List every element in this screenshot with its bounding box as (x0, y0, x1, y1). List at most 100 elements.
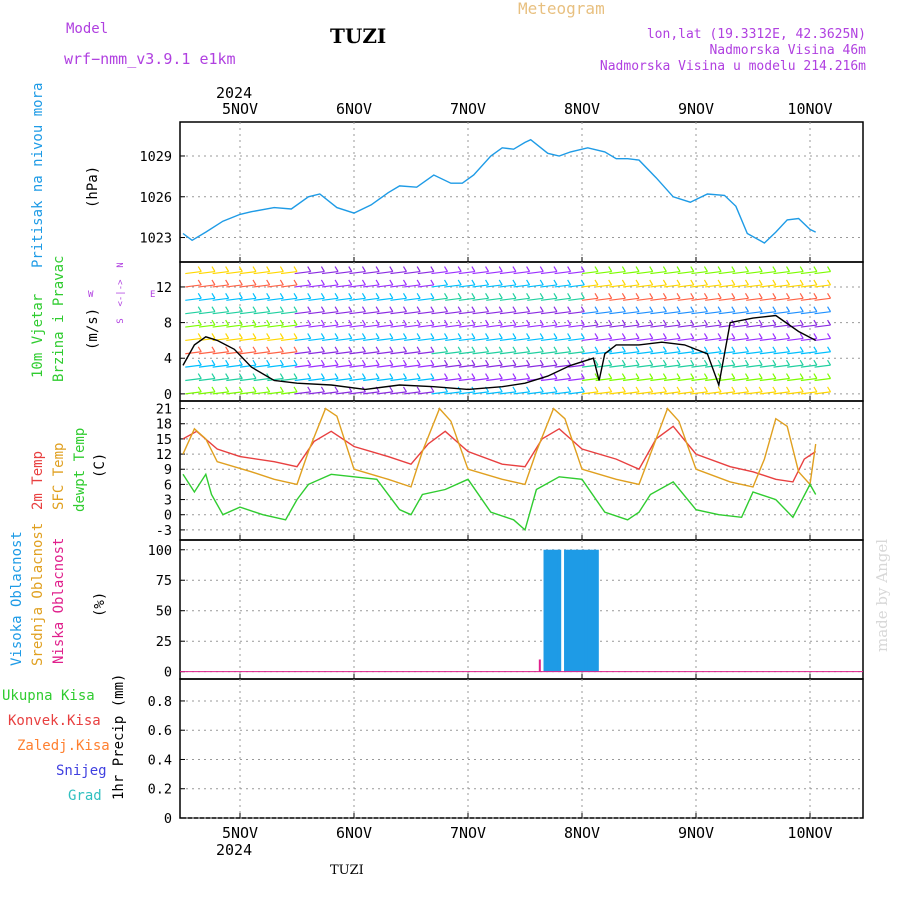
wind-barb-flag (662, 346, 667, 353)
wind-barb-flag (649, 266, 654, 272)
wind-barb-flag (361, 359, 366, 366)
y-tick-label: 1023 (139, 231, 172, 247)
wind-barb-flag (334, 306, 339, 312)
wind-barb-flag (498, 386, 503, 393)
wind-barb-flag (266, 386, 271, 393)
wind-barb-flag (430, 359, 435, 366)
wind-barb-flag (457, 279, 462, 286)
wind-barb (472, 351, 489, 355)
y-tick-label: 21 (156, 402, 172, 418)
y-tick-label: 0.4 (148, 752, 172, 768)
wind-barb-flag (580, 359, 585, 366)
wind-barb (226, 297, 243, 301)
wind-barb-flag (799, 279, 804, 286)
wind-barb (486, 324, 503, 328)
wind-barb (267, 324, 284, 328)
wind-barb-flag (594, 293, 599, 299)
wind-barb-flag (307, 319, 312, 326)
wind-barb-flag (361, 306, 366, 312)
wind-barb (308, 337, 325, 342)
wind-barb (705, 311, 722, 315)
wind-barb (773, 324, 790, 328)
wind-barb (800, 311, 817, 315)
wind-barb (513, 391, 530, 395)
wind-barb (732, 337, 749, 342)
temperature-series-line (182, 407, 817, 488)
wind-barb (732, 364, 749, 368)
wind-barb (568, 364, 585, 368)
wind-barb (650, 311, 667, 315)
wind-barb-flag (334, 346, 339, 353)
wind-barb-flag (662, 373, 667, 379)
wind-barb-flag (690, 266, 695, 272)
wind-dir-w: W (88, 290, 94, 300)
wind-barb-flag (361, 319, 366, 326)
wind-barb (445, 311, 462, 315)
wind-barb-flag (526, 293, 531, 299)
wind-barb (267, 297, 284, 301)
wind-barb-flag (252, 386, 257, 393)
wind-barb (540, 337, 558, 342)
wind-barb (622, 311, 640, 315)
wind-barb (650, 297, 667, 301)
wind-barb-flag (580, 266, 585, 272)
wind-barb (253, 284, 270, 288)
y-tick-label: 0 (164, 508, 172, 524)
wind-barb-flag (266, 293, 271, 299)
wind-barb (472, 391, 489, 395)
wind-barb (404, 311, 421, 315)
wind-barb-flag (813, 373, 818, 379)
wind-barb-flag (512, 359, 517, 366)
wind-barb-flag (758, 386, 763, 393)
wind-barb (527, 337, 544, 342)
wind-barb (568, 297, 585, 301)
wind-barb-flag (375, 319, 380, 326)
wind-barb (267, 284, 284, 288)
wind-barb-flag (238, 319, 243, 326)
cloud-bar (581, 549, 586, 672)
wind-barb-flag (307, 266, 312, 272)
wind-barb (636, 391, 653, 395)
wind-barb (185, 337, 202, 342)
wind-barb-flag (402, 386, 407, 393)
wind-barb-flag (744, 386, 749, 393)
wind-barb (280, 324, 298, 328)
wind-barb-flag (225, 346, 230, 353)
y-tick-label: -3 (156, 523, 172, 539)
wind-barb (622, 270, 640, 275)
wind-barb-flag (621, 266, 626, 272)
wind-barb (363, 364, 380, 368)
wind-barb-flag (293, 346, 298, 353)
wind-barb-flag (416, 319, 421, 326)
wind-barb-flag (402, 373, 407, 379)
wind-barb-flag (676, 279, 681, 286)
wind-barb (376, 364, 393, 368)
wind-barb (787, 324, 804, 328)
wind-barb-flag (430, 346, 435, 353)
wind-barb (335, 351, 352, 355)
wind-barb (814, 270, 831, 275)
wind-barb (814, 377, 831, 382)
wind-barb-flag (225, 333, 230, 339)
wind-barb-flag (252, 266, 257, 272)
wind-barb (308, 377, 325, 382)
wind-barb-flag (293, 386, 298, 393)
wind-barb-flag (827, 359, 832, 366)
wind-barb (349, 270, 366, 275)
wind-barb (363, 377, 380, 382)
wind-barb-flag (471, 333, 476, 339)
wind-barb-flag (402, 279, 407, 286)
wind-barb (814, 297, 831, 301)
wind-barb (239, 364, 257, 368)
pressure-label: Pritisak na nivou mora (30, 83, 46, 268)
wind-barb-flag (649, 373, 654, 379)
wind-barb (363, 351, 380, 355)
wind-barb-flag (827, 333, 832, 339)
cloud-bar (546, 549, 551, 672)
wind-barb (458, 270, 475, 275)
wind-barb (513, 377, 530, 382)
wind-barb-flag (676, 319, 681, 326)
wind-barb (718, 377, 735, 382)
wind-barb-flag (799, 373, 804, 379)
wind-barb-flag (786, 386, 791, 393)
